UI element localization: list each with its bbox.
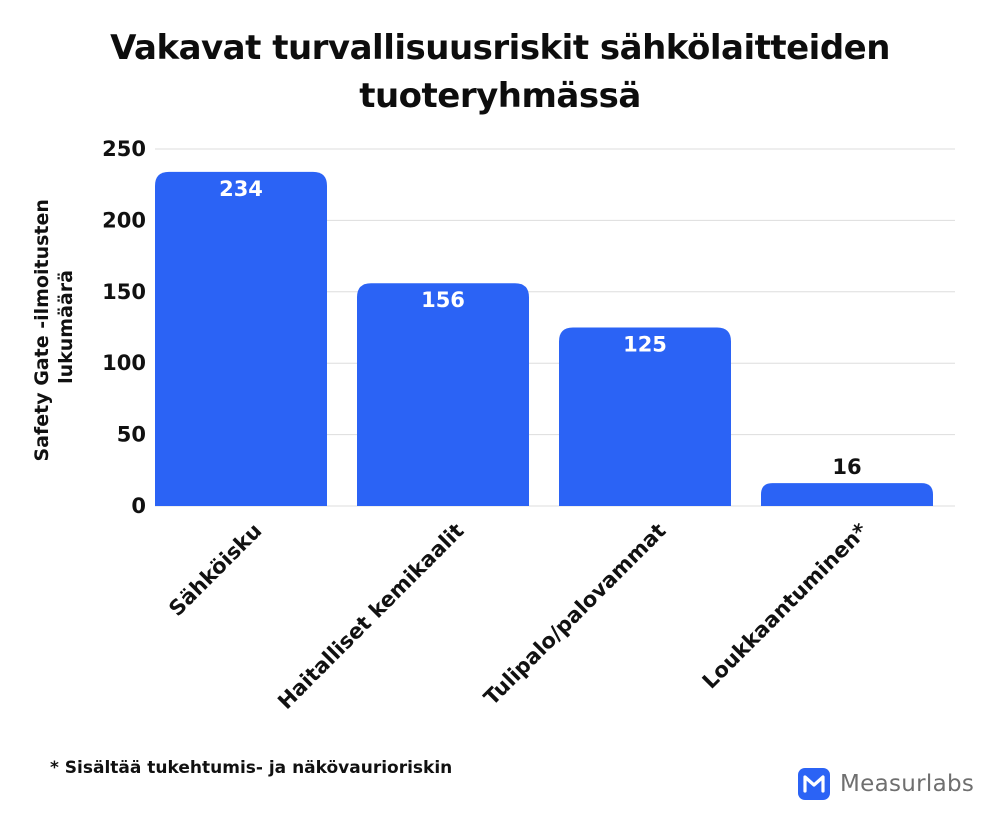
data-label: 16 [832,455,861,479]
x-tick-label: Sähköisku [164,519,266,621]
bar [155,171,327,506]
measurlabs-logo-icon [798,768,830,800]
y-axis-label-line-2: lukumäärä [55,270,77,384]
y-tick-label: 200 [102,208,146,232]
data-labels: 234 156 125 16 [219,177,862,479]
y-tick-label: 50 [117,423,146,447]
footnote: * Sisältää tukehtumis- ja näkövauriorisk… [50,758,453,778]
x-tick-label: Haitalliset kemikaalit [273,519,468,714]
x-axis-ticks: Sähköisku Haitalliset kemikaalit Tulipalo/… [164,519,872,714]
chart-title-line-1: Vakavat turvallisuusriskit sähkölaitteid… [110,28,890,68]
y-axis-label: Safety Gate -ilmoitusten lukumäärä [31,192,77,461]
y-axis-ticks: 0 50 100 150 200 250 [102,137,146,518]
y-tick-label: 150 [102,280,146,304]
brand-name: Measurlabs [840,771,975,797]
bars [155,171,933,506]
chart-title-line-2: tuoteryhmässä [359,76,641,116]
data-label: 125 [623,333,667,357]
chart-title: Vakavat turvallisuusriskit sähkölaitteid… [0,24,1000,120]
y-tick-label: 0 [131,494,146,518]
bar [761,483,933,506]
bar [559,327,731,506]
brand-logo: Measurlabs [798,768,974,800]
bar [357,283,529,506]
y-tick-label: 250 [102,137,146,161]
y-tick-label: 100 [102,351,146,375]
y-axis-label-line-1: Safety Gate -ilmoitusten [31,199,53,461]
data-label: 156 [421,288,465,312]
data-label: 234 [219,177,263,201]
x-tick-label: Loukkaantuminen* [698,519,873,694]
x-tick-label: Tulipalo/palovammat [479,519,670,710]
